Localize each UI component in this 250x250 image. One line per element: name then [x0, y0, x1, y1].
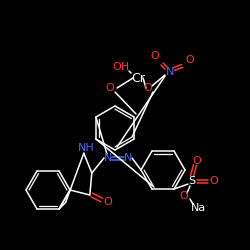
Text: N: N [166, 67, 174, 77]
Text: N: N [124, 153, 132, 163]
Text: Cr: Cr [131, 72, 145, 85]
Text: O: O [180, 191, 188, 201]
Text: Na: Na [192, 203, 206, 213]
Text: O: O [106, 83, 114, 93]
Text: O: O [150, 51, 160, 61]
Text: O: O [104, 197, 112, 207]
Text: O: O [144, 83, 152, 93]
Text: OH: OH [112, 62, 130, 72]
Text: NH: NH [78, 143, 94, 153]
Text: O: O [210, 176, 218, 186]
Text: O: O [192, 156, 202, 166]
Text: N: N [104, 153, 112, 163]
Text: O: O [186, 55, 194, 65]
Text: S: S [188, 176, 196, 186]
